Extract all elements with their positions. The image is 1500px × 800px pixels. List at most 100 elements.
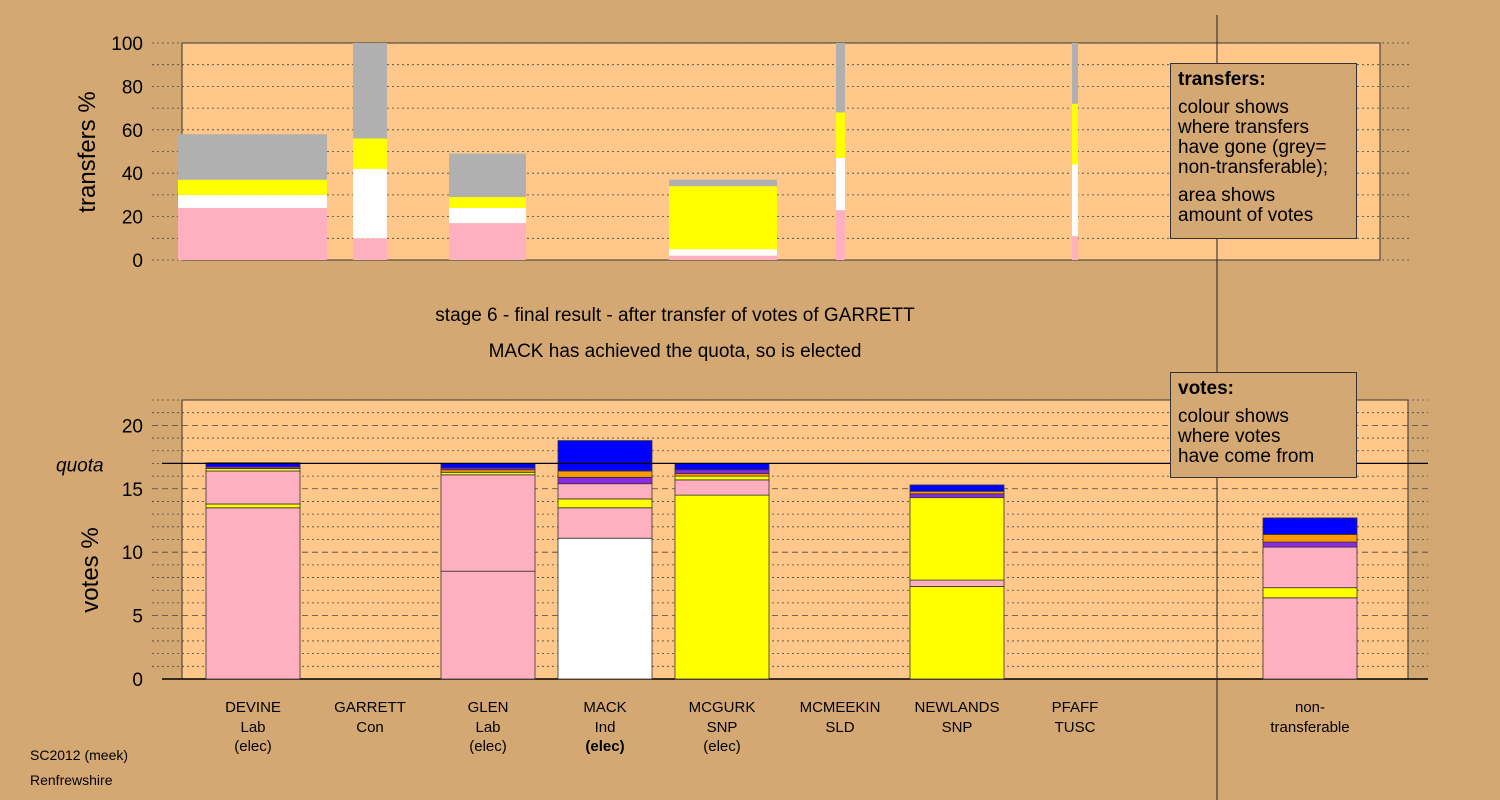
votes-legend-heading: votes: bbox=[1178, 378, 1234, 399]
candidate-party-label: transferable bbox=[1270, 719, 1349, 736]
footer-system: SC2012 (meek) bbox=[30, 747, 129, 763]
transfer-segment-lab bbox=[1072, 236, 1078, 260]
vote-segment-tusc bbox=[909, 493, 1005, 499]
transfer-segment-lab bbox=[178, 207, 327, 260]
transfer-segment-ind bbox=[353, 168, 387, 239]
candidate-name-label: non- bbox=[1295, 699, 1325, 716]
transfer-segment-ind bbox=[836, 158, 845, 211]
transfers-legend-heading: transfers: bbox=[1178, 69, 1266, 90]
vote-segment-con bbox=[440, 463, 536, 469]
votes-y-axis-label: votes % bbox=[77, 527, 104, 612]
vote-segment-tusc bbox=[1262, 541, 1358, 548]
candidate-name-label: NEWLANDS bbox=[914, 699, 999, 716]
transfer-segment-lab bbox=[669, 255, 777, 260]
transfer-segment-lab bbox=[449, 223, 526, 260]
vote-segment-lab bbox=[557, 483, 653, 500]
transfer-segment-lab bbox=[836, 210, 845, 260]
transfers-legend-text-2: area shows amount of votes bbox=[1178, 185, 1314, 226]
transfer-segment-snp bbox=[836, 112, 845, 159]
transfer-bar-mcmeekin bbox=[836, 43, 845, 260]
transfer-segment-snp bbox=[449, 197, 526, 208]
transfer-segment-ind bbox=[669, 249, 777, 256]
candidate-party-label: SNP bbox=[942, 719, 973, 736]
result-description: MACK has achieved the quota, so is elect… bbox=[488, 341, 862, 362]
transfers-y-axis-label: transfers % bbox=[74, 91, 101, 212]
vote-segment-ind bbox=[557, 537, 653, 680]
vote-segment-lab bbox=[674, 479, 770, 496]
votes-y-tick-label: 10 bbox=[122, 543, 143, 564]
transfers-y-tick-label: 20 bbox=[122, 208, 143, 229]
vote-segment-lab bbox=[440, 570, 536, 680]
vote-bar-7 bbox=[909, 484, 1005, 680]
candidate-status-label: (elec) bbox=[703, 738, 741, 755]
vote-segment-snp bbox=[909, 497, 1005, 581]
candidate-party-label: SNP bbox=[707, 719, 738, 736]
transfer-segment-snp bbox=[178, 179, 327, 195]
candidate-party-label: Lab bbox=[240, 719, 265, 736]
transfers-y-tick-label: 80 bbox=[122, 77, 143, 98]
candidate-name-label: MCGURK bbox=[689, 699, 756, 716]
transfer-segment-ind bbox=[178, 194, 327, 208]
transfer-segment-non-transferable bbox=[353, 43, 387, 139]
transfer-bar-mcgurk bbox=[669, 179, 777, 260]
vote-segment-lab bbox=[205, 470, 301, 505]
candidate-party-label: Lab bbox=[475, 719, 500, 736]
vote-segment-lab bbox=[1262, 546, 1358, 589]
vote-segment-con bbox=[909, 484, 1005, 492]
vote-segment-snp bbox=[674, 494, 770, 680]
transfers-y-tick-label: 60 bbox=[122, 121, 143, 142]
vote-bar-1 bbox=[205, 462, 301, 680]
votes-plot: 0 5 10 15 20 votes % quota DEVINE Lab (elec) GARRE… bbox=[56, 399, 1428, 755]
vote-segment-sld bbox=[1262, 534, 1358, 543]
vote-segment-tusc bbox=[557, 476, 653, 485]
transfer-segment-snp bbox=[1072, 103, 1078, 165]
candidate-name-label: GLEN bbox=[468, 699, 509, 716]
vote-segment-con bbox=[674, 463, 770, 471]
transfers-y-tick-label: 100 bbox=[111, 34, 143, 55]
vote-segment-lab bbox=[1262, 597, 1358, 680]
vote-bar-5 bbox=[674, 463, 770, 680]
transfer-bar-glen bbox=[449, 153, 526, 260]
transfer-segment-non-transferable bbox=[836, 43, 845, 113]
candidate-name-label: GARRETT bbox=[334, 699, 406, 716]
vote-segment-snp bbox=[909, 586, 1005, 680]
votes-y-tick-label: 0 bbox=[132, 670, 143, 691]
stage-description: stage 6 - final result - after transfer … bbox=[435, 305, 915, 326]
vote-segment-lab bbox=[440, 474, 536, 572]
transfer-bar-garrett bbox=[353, 43, 387, 260]
vote-segment-snp bbox=[205, 503, 301, 509]
candidate-status-label: (elec) bbox=[469, 738, 507, 755]
candidate-name-label: DEVINE bbox=[225, 699, 281, 716]
vote-segment-snp bbox=[674, 475, 770, 481]
transfers-legend-box: transfers: colour shows where transfers … bbox=[1170, 63, 1357, 239]
vote-segment-con bbox=[205, 462, 301, 467]
candidate-name-label: MCMEEKIN bbox=[800, 699, 881, 716]
vote-bar-9 bbox=[1262, 517, 1358, 680]
transfer-bar-devine bbox=[178, 134, 327, 260]
votes-legend-box: votes: colour shows where votes have com… bbox=[1170, 372, 1357, 478]
transfer-segment-snp bbox=[353, 138, 387, 169]
vote-bar-3 bbox=[440, 463, 536, 680]
footer-council: Renfrewshire bbox=[30, 772, 113, 788]
transfers-y-tick-label: 40 bbox=[122, 164, 143, 185]
transfer-segment-ind bbox=[449, 207, 526, 224]
transfer-segment-non-transferable bbox=[1072, 43, 1078, 104]
candidate-name-label: PFAFF bbox=[1052, 699, 1099, 716]
vote-segment-con bbox=[1262, 517, 1358, 535]
vote-segment-con bbox=[557, 440, 653, 472]
candidate-name-label: MACK bbox=[583, 699, 626, 716]
votes-y-tick-label: 15 bbox=[122, 480, 143, 501]
candidate-party-label: TUSC bbox=[1055, 719, 1096, 736]
transfer-segment-lab bbox=[353, 238, 387, 260]
transfer-bar-pfaff bbox=[1072, 43, 1078, 260]
quota-label: quota bbox=[56, 455, 104, 476]
transfer-segment-ind bbox=[1072, 164, 1078, 237]
vote-segment-lab bbox=[909, 579, 1005, 587]
vote-segment-lab bbox=[205, 507, 301, 680]
candidate-status-label: (elec) bbox=[585, 738, 624, 755]
votes-y-tick-label: 5 bbox=[132, 607, 143, 628]
transfer-segment-non-transferable bbox=[669, 179, 777, 187]
transfer-segment-non-transferable bbox=[178, 134, 327, 180]
transfers-legend-text-1: colour shows where transfers have gone (… bbox=[1178, 97, 1328, 178]
transfers-y-tick-label: 0 bbox=[132, 251, 143, 272]
